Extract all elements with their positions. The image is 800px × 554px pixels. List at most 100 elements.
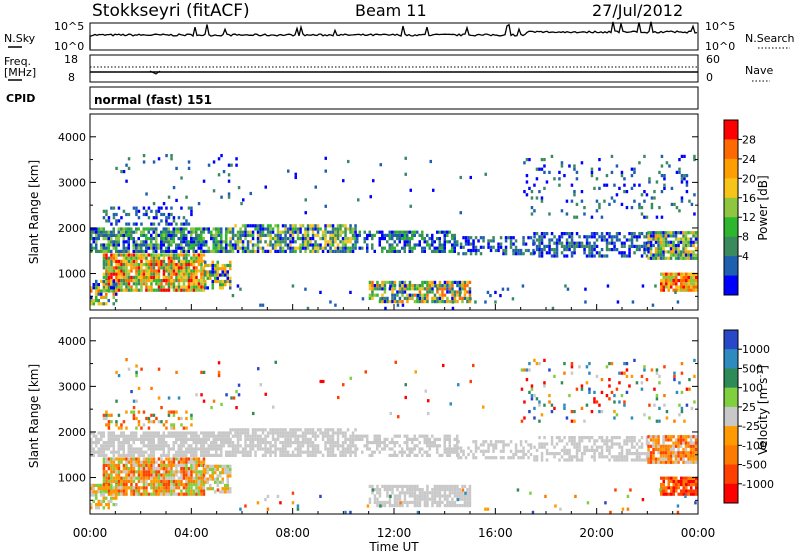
heatmap-cell (633, 244, 636, 248)
heatmap-cell (95, 434, 98, 438)
heatmap-cell (477, 446, 480, 450)
heatmap-cell (689, 454, 693, 458)
heatmap-cell (110, 256, 113, 260)
heatmap-cell (448, 450, 451, 454)
heatmap-cell (533, 235, 536, 239)
heatmap-cell (281, 428, 285, 432)
heatmap-cell (187, 285, 191, 289)
heatmap-cell (254, 227, 257, 231)
heatmap-cell (618, 455, 621, 459)
heatmap-cell (177, 266, 181, 270)
heatmap-cell (669, 253, 673, 257)
heatmap-cell (291, 284, 295, 288)
heatmap-cell (235, 390, 238, 394)
heatmap-cell (112, 233, 115, 237)
heatmap-cell (294, 240, 297, 244)
heatmap-cell (675, 476, 678, 480)
heatmap-cell (324, 444, 327, 448)
heatmap-cell (533, 455, 536, 459)
heatmap-cell (200, 288, 203, 292)
heatmap-cell (115, 450, 118, 454)
heatmap-cell (125, 453, 128, 457)
heatmap-cell (658, 170, 661, 174)
heatmap-cell (662, 275, 665, 279)
heatmap-cell (122, 483, 126, 487)
heatmap-cell (224, 487, 227, 491)
heatmap-cell (107, 256, 111, 260)
heatmap-cell (524, 440, 528, 444)
heatmap-cell (157, 206, 161, 210)
heatmap-cell (185, 450, 188, 454)
heatmap-cell (120, 479, 123, 483)
heatmap-cell (605, 455, 609, 459)
heatmap-cell (657, 441, 660, 445)
heatmap-cell (281, 447, 285, 451)
heatmap-cell (458, 504, 462, 508)
heatmap-cell (672, 279, 675, 283)
heatmap-cell (241, 246, 245, 250)
heatmap-cell (593, 448, 596, 452)
heatmap-cell (421, 296, 424, 300)
heatmap-cell (177, 479, 181, 483)
heatmap-cell (361, 450, 364, 454)
heatmap-cell (152, 279, 156, 283)
heatmap-cell (664, 447, 668, 452)
heatmap-cell (241, 240, 245, 244)
heatmap-cell (122, 170, 126, 174)
heatmap-cell (107, 506, 110, 510)
heatmap-cell (152, 434, 155, 438)
heatmap-cell (142, 441, 145, 445)
heatmap-cell (107, 460, 111, 464)
heatmap-cell (406, 488, 409, 492)
heatmap-cell (172, 423, 176, 427)
heatmap-cell (649, 435, 653, 439)
heatmap-cell (451, 450, 454, 454)
heatmap-cell (570, 458, 574, 462)
heatmap-cell (630, 452, 634, 456)
heatmap-cell (692, 435, 695, 439)
heatmap-cell (221, 487, 224, 491)
heatmap-cell (628, 452, 631, 456)
heatmap-cell (349, 447, 352, 451)
heatmap-cell (115, 476, 118, 480)
heatmap-cell (197, 279, 201, 283)
heatmap-cell (573, 244, 576, 248)
heatmap-cell (655, 180, 659, 184)
heatmap-cell (90, 246, 93, 250)
heatmap-cell (381, 447, 384, 451)
heatmap-cell (220, 447, 223, 451)
heatmap-cell (142, 269, 146, 273)
heatmap-cell (200, 237, 203, 241)
heatmap-cell (633, 183, 636, 187)
heatmap-cell (192, 227, 195, 231)
heatmap-cell (423, 434, 426, 438)
heatmap-cell (214, 267, 217, 271)
heatmap-cell (605, 238, 609, 242)
heatmap-cell (436, 494, 439, 498)
heatmap-cell (195, 272, 198, 276)
heatmap-cell (197, 256, 201, 260)
heatmap-cell (497, 242, 500, 246)
heatmap-cell (376, 287, 379, 291)
heatmap-cell (117, 266, 121, 270)
heatmap-cell (289, 431, 292, 435)
heatmap-cell (416, 437, 419, 441)
heatmap-cell (276, 243, 280, 247)
heatmap-cell (182, 453, 185, 457)
heatmap-cell (185, 269, 188, 273)
heatmap-cell (231, 233, 235, 237)
heatmap-cell (202, 453, 205, 457)
heatmap-cell (214, 480, 217, 484)
heatmap-cell (683, 154, 686, 158)
heatmap-cell (593, 397, 596, 401)
heatmap-cell (654, 240, 658, 244)
heatmap-cell (115, 434, 118, 438)
heatmap-cell (195, 266, 198, 270)
heatmap-cell (117, 441, 120, 445)
heatmap-cell (256, 249, 260, 253)
heatmap-cell (608, 458, 611, 462)
heatmap-cell (368, 484, 372, 488)
heatmap-cell (152, 230, 155, 234)
heatmap-cell (229, 444, 232, 448)
heatmap-cell (147, 288, 151, 292)
